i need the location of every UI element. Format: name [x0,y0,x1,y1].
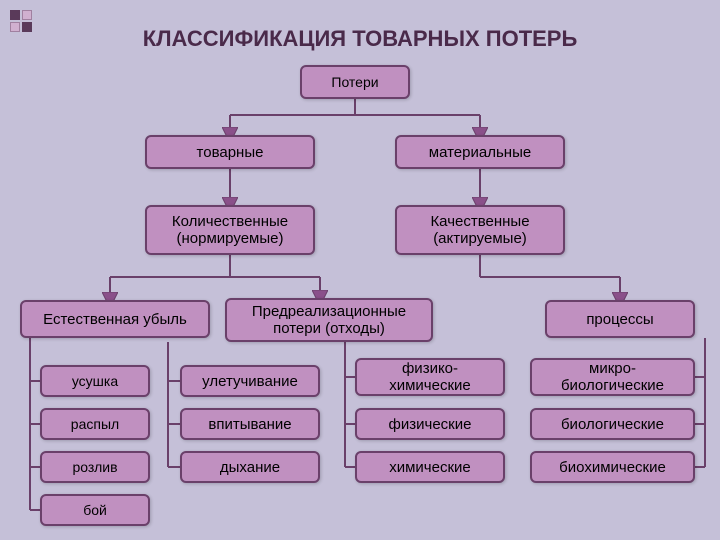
node-c2c: дыхание [180,451,320,483]
node-c1a: усушка [40,365,150,397]
node-n6: Предреализационные потери (отходы) [225,298,433,342]
corner-decoration [10,10,32,32]
node-c3a: физико-химические [355,358,505,396]
node-root: Потери [300,65,410,99]
node-c1c: розлив [40,451,150,483]
node-n2: материальные [395,135,565,169]
node-n5: Естественная убыль [20,300,210,338]
page-title: КЛАССИФИКАЦИЯ ТОВАРНЫХ ПОТЕРЬ [143,26,578,52]
node-c1d: бой [40,494,150,526]
node-c3c: химические [355,451,505,483]
node-n4: Качественные (актируемые) [395,205,565,255]
node-c4c: биохимические [530,451,695,483]
node-n7: процессы [545,300,695,338]
node-c1b: распыл [40,408,150,440]
node-c2a: улетучивание [180,365,320,397]
node-c4b: биологические [530,408,695,440]
node-n3: Количественные (нормируемые) [145,205,315,255]
node-n1: товарные [145,135,315,169]
node-c2b: впитывание [180,408,320,440]
node-c3b: физические [355,408,505,440]
node-c4a: микро-биологические [530,358,695,396]
